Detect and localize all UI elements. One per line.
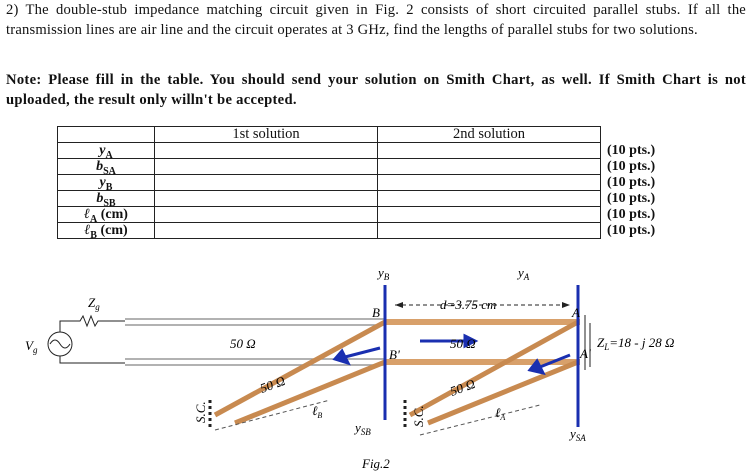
row-label: bSB (57, 190, 155, 209)
arrow (332, 346, 381, 366)
source-wave (49, 339, 71, 349)
corner-cell (57, 126, 155, 143)
node-label: A (571, 305, 580, 320)
node-label: B (372, 305, 380, 320)
answer-cell (377, 142, 601, 159)
ysa-label: ySA (568, 426, 586, 443)
zl-label: ZL=18 - j 28 Ω (597, 335, 674, 352)
answer-cell (377, 174, 601, 191)
vg-label: Vg (25, 338, 38, 355)
answer-cell (154, 190, 378, 207)
column-header: 2nd solution (377, 126, 601, 143)
table-row: ℓA (cm) (10 pts.) (57, 206, 656, 225)
row-symbol: b (96, 159, 104, 174)
row-symbol: ℓ (84, 223, 91, 238)
row-label: bSA (57, 158, 155, 177)
row-subscript: B (90, 229, 97, 241)
row-symbol: ℓ (84, 207, 91, 222)
points: (10 pts.) (607, 207, 656, 222)
answer-table: 1st solution 2nd solution yA (10 pts.) bSA… (57, 126, 656, 241)
zg-label: Zg (88, 295, 100, 312)
answer-cell (154, 158, 378, 175)
points: (10 pts.) (607, 223, 656, 238)
note: Note: Please fill in the table. You shou… (6, 72, 746, 108)
points: (10 pts.) (607, 159, 656, 174)
stub (427, 359, 579, 426)
problem-number: 2) (6, 2, 19, 18)
answer-cell (154, 174, 378, 191)
arrow (527, 353, 571, 376)
row-symbol: b (96, 191, 104, 206)
node-label: A' (579, 346, 591, 361)
impedance-label: 50 Ω (258, 373, 287, 396)
length-label: ℓA (495, 405, 505, 422)
row-subscript: A (105, 149, 113, 161)
impedance-label: 50 Ω (450, 336, 476, 351)
row-subscript: B (105, 181, 113, 193)
row-label: ℓA (cm) (57, 206, 155, 225)
row-label: yA (57, 142, 155, 161)
answer-cell (377, 190, 601, 207)
answer-cell (154, 222, 378, 239)
points: (10 pts.) (607, 143, 656, 158)
figure-caption: Fig.2 (361, 456, 390, 471)
column-header: 1st solution (154, 126, 378, 143)
row-unit: (cm) (100, 207, 128, 222)
impedance-label: 50 Ω (448, 376, 477, 399)
sc-label: S.C. (411, 405, 426, 427)
yb-label: yB (376, 265, 390, 282)
table-row: bSB (10 pts.) (57, 190, 656, 209)
table-row: bSA (10 pts.) (57, 158, 656, 177)
row-label: ℓB (cm) (57, 222, 155, 241)
table-row: yA (10 pts.) (57, 142, 656, 161)
answer-cell (377, 158, 601, 175)
stub (234, 359, 386, 426)
impedance-label: 50 Ω (230, 336, 256, 351)
figure: Vg Zg yB yA d=3.75 cm B A B' A' ZL=18 - … (25, 265, 674, 471)
length-line (214, 399, 331, 431)
source-wires (59, 314, 125, 364)
points: (10 pts.) (607, 191, 656, 206)
sc-label: S.C. (193, 401, 208, 423)
answer-cell (154, 142, 378, 159)
row-subscript: SA (103, 165, 116, 177)
length-label: ℓB (312, 403, 322, 420)
ya-label: yA (516, 265, 530, 282)
load (584, 315, 591, 370)
row-symbol: y (99, 143, 106, 158)
distance-label: d=3.75 cm (440, 297, 496, 312)
answer-cell (377, 206, 601, 223)
stub (408, 319, 580, 418)
row-symbol: y (99, 175, 106, 190)
node-label: B' (389, 347, 400, 362)
problem-text: The double-stub impedance matching circu… (6, 2, 746, 38)
row-subscript: A (90, 213, 98, 225)
row-label: yB (57, 174, 155, 193)
arrow (420, 333, 479, 349)
answer-cell (377, 222, 601, 239)
problem: 2) The double-stub impedance matching ci… (6, 0, 746, 40)
stub (213, 319, 387, 418)
ysb-label: ySB (353, 420, 371, 437)
points: (10 pts.) (607, 175, 656, 190)
answer-cell (154, 206, 378, 223)
table-row: yB (10 pts.) (57, 174, 656, 193)
table-row: ℓB (cm) (10 pts.) (57, 222, 656, 241)
row-subscript: SB (103, 197, 116, 209)
row-unit: (cm) (100, 223, 128, 238)
